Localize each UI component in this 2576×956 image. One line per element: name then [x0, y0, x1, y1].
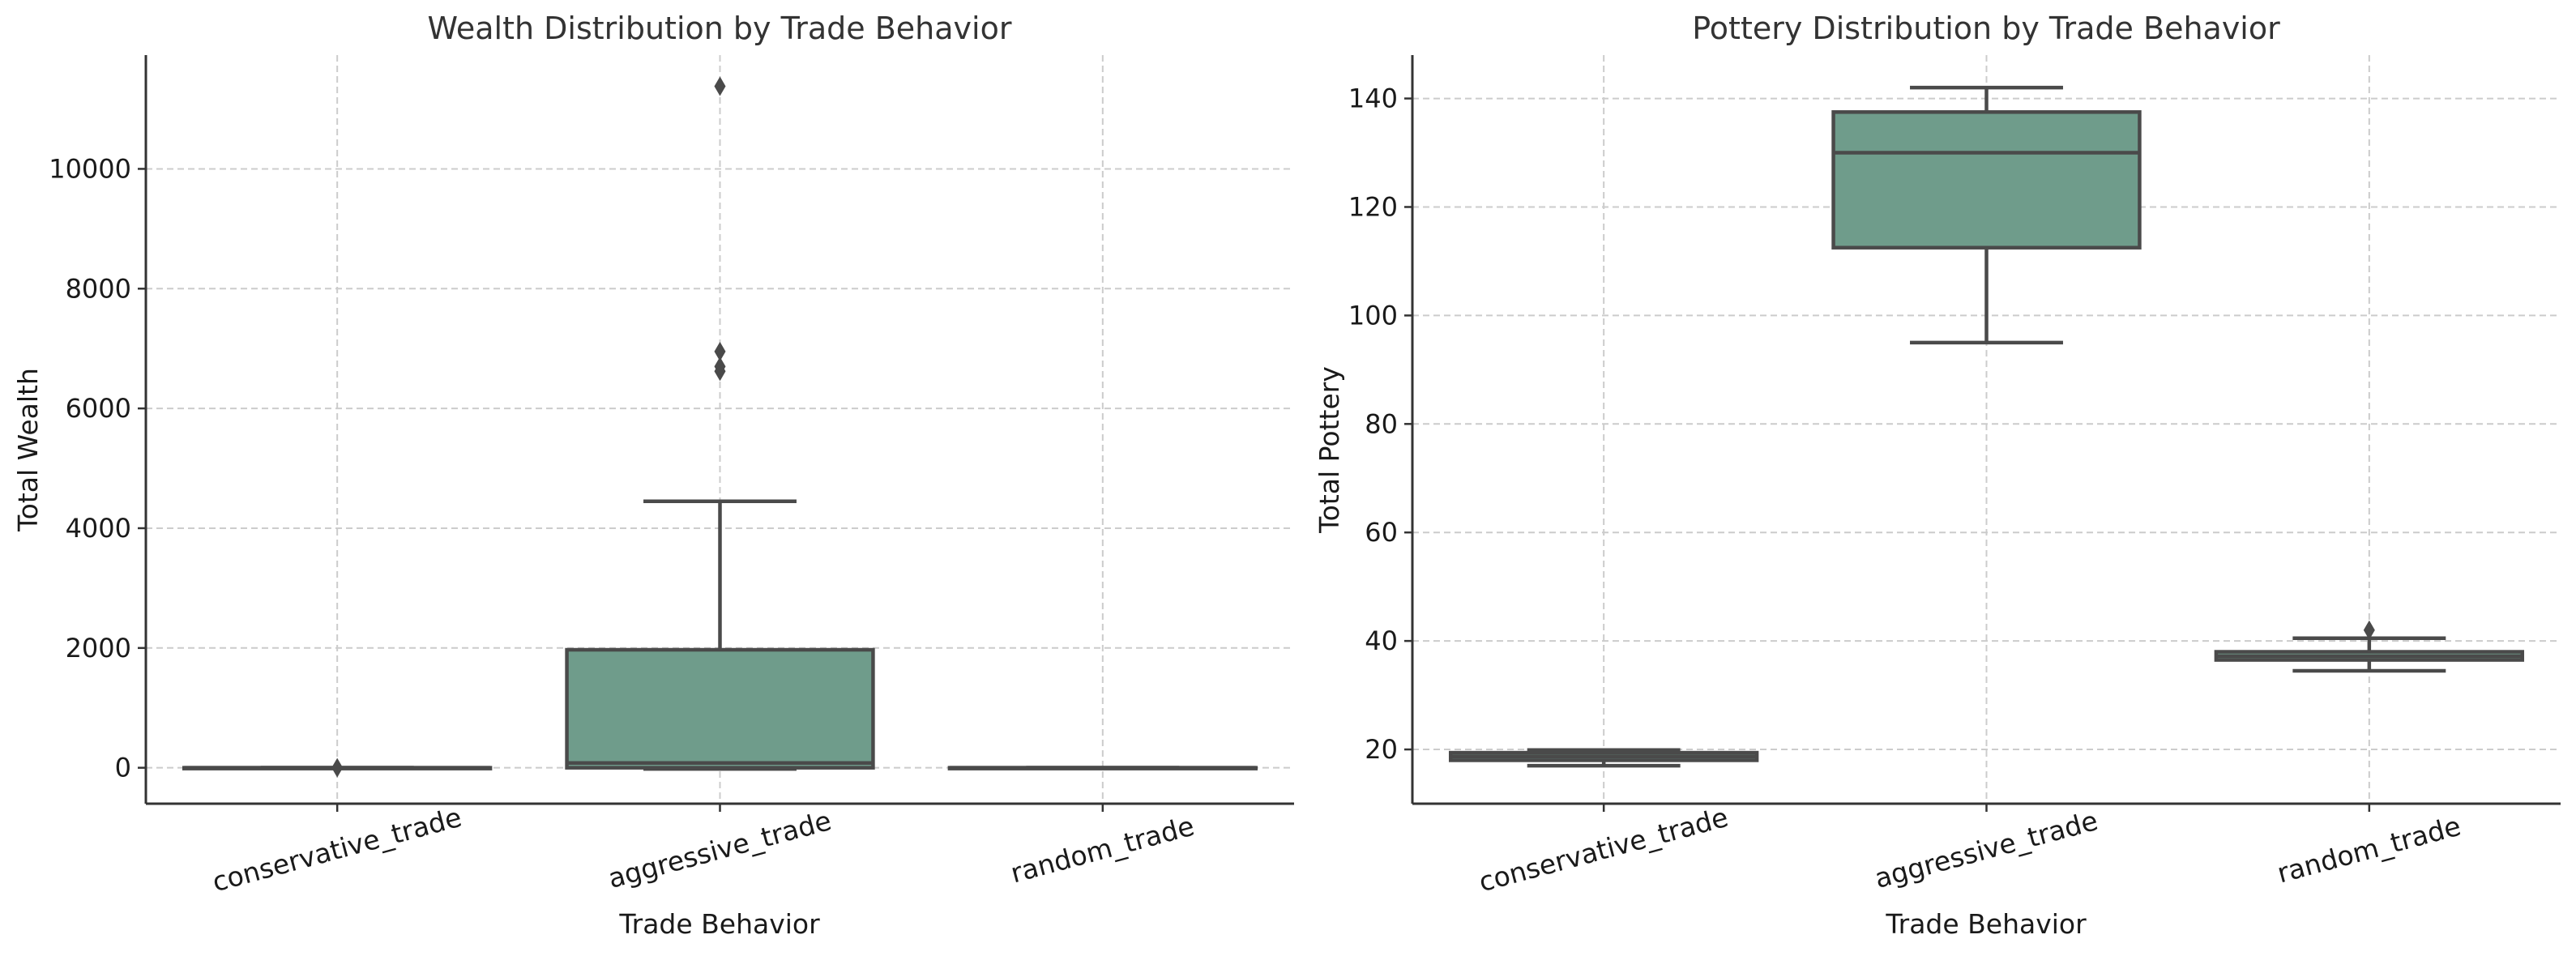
wealth-x-tick-label: aggressive_trade — [604, 804, 835, 894]
wealth-y-tick-label: 8000 — [66, 273, 131, 304]
wealth-y-tick-label: 10000 — [49, 153, 131, 184]
pottery-y-tick-label: 20 — [1365, 734, 1398, 765]
wealth-x-tick-label: random_trade — [1007, 810, 1198, 890]
wealth-box-aggressive-trade — [565, 647, 875, 770]
pottery-chart: Pottery Distribution by Trade Behavior T… — [1314, 11, 2561, 940]
wealth-chart-x-axis-label: Trade Behavior — [618, 908, 820, 940]
wealth-y-tick-label: 0 — [115, 753, 131, 783]
pottery-y-tick-label: 40 — [1365, 625, 1398, 656]
pottery-y-tick-label: 100 — [1348, 300, 1398, 331]
wealth-y-tick-label: 4000 — [66, 513, 131, 544]
pottery-chart-x-axis-label: Trade Behavior — [1885, 908, 2087, 940]
wealth-y-tick-label: 6000 — [66, 393, 131, 424]
pottery-y-tick-label: 140 — [1348, 83, 1398, 114]
wealth-outlier-point — [714, 76, 726, 96]
pottery-y-tick-label: 80 — [1365, 408, 1398, 439]
pottery-x-tick-label: conservative_trade — [1476, 801, 1732, 898]
wealth-chart-title: Wealth Distribution by Trade Behavior — [428, 11, 1012, 46]
wealth-chart: Wealth Distribution by Trade Behavior To… — [12, 11, 1294, 940]
pottery-y-tick-label: 60 — [1365, 517, 1398, 548]
wealth-x-tick-label: conservative_trade — [209, 801, 465, 898]
pottery-outlier-point — [2363, 620, 2375, 640]
pottery-chart-title: Pottery Distribution by Trade Behavior — [1692, 11, 2280, 46]
wealth-outlier-point — [331, 758, 344, 778]
wealth-outlier-point — [714, 356, 726, 377]
pottery-y-tick-label: 120 — [1348, 191, 1398, 222]
pottery-chart-y-axis-label: Total Pottery — [1314, 366, 1345, 534]
pottery-x-tick-label: aggressive_trade — [1871, 804, 2101, 894]
wealth-y-tick-label: 2000 — [66, 633, 131, 664]
wealth-outlier-point — [714, 341, 726, 361]
wealth-chart-y-axis-label: Total Wealth — [12, 368, 44, 532]
pottery-x-tick-label: random_trade — [2274, 810, 2464, 890]
pottery-box-aggressive-trade — [1831, 110, 2142, 250]
